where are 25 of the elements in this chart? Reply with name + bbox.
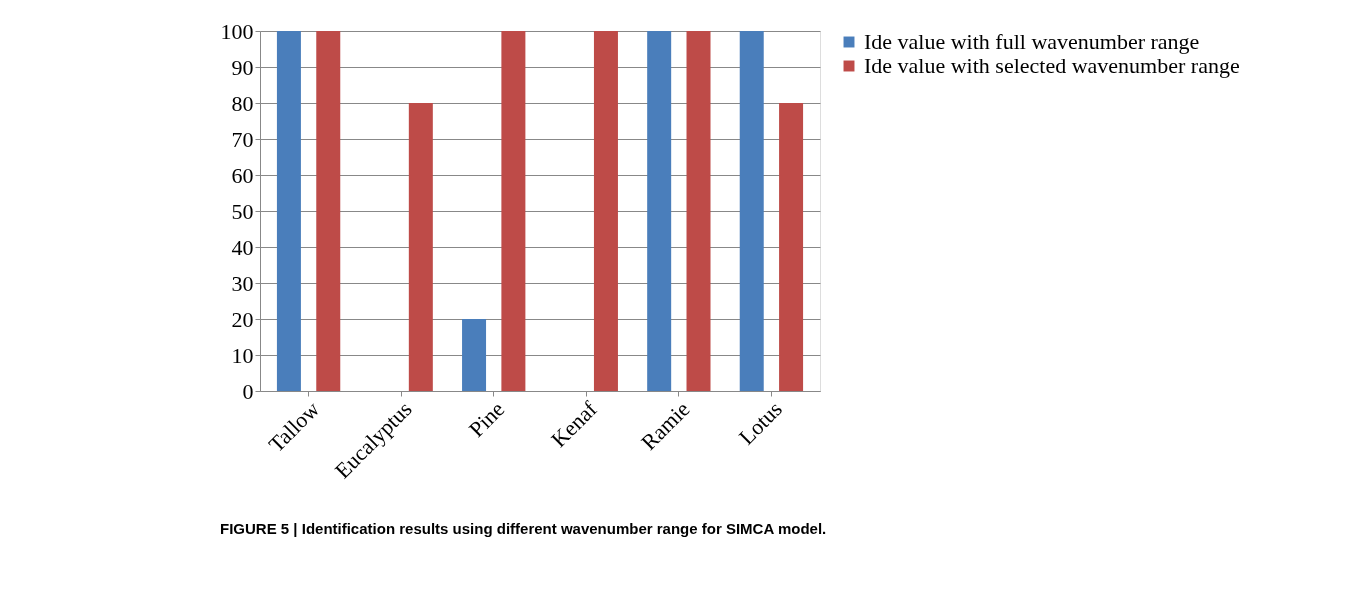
y-tick-label: 0 — [242, 378, 254, 404]
caption: FIGURE 5 | Identification results using different wavenumber range for SIMCA model. — [220, 519, 827, 537]
y-tick-label: 50 — [231, 198, 254, 224]
bar — [686, 31, 711, 391]
bar — [779, 103, 804, 391]
y-tick-label: 40 — [231, 234, 254, 260]
x-tick-label: Pine — [463, 396, 510, 442]
bar — [501, 31, 526, 391]
y-tick-label: 70 — [231, 126, 254, 152]
y-tick-label: 80 — [231, 90, 254, 116]
y-tick-label: 10 — [231, 342, 254, 368]
bar — [462, 319, 487, 391]
y-tick-label: 30 — [231, 270, 254, 296]
y-tick-label: 90 — [231, 54, 254, 80]
bar — [276, 31, 301, 391]
legend-label: Ide value with full wavenumber range — [864, 29, 1200, 54]
y-tick-label: 100 — [220, 18, 254, 44]
bar — [316, 31, 341, 391]
bar — [593, 31, 618, 391]
bar — [647, 31, 672, 391]
y-tick-label: 60 — [231, 162, 254, 188]
legend-label: Ide value with selected wavenumber range — [864, 53, 1240, 78]
bar — [408, 103, 433, 391]
bar — [739, 31, 764, 391]
y-tick-label: 20 — [231, 306, 254, 332]
